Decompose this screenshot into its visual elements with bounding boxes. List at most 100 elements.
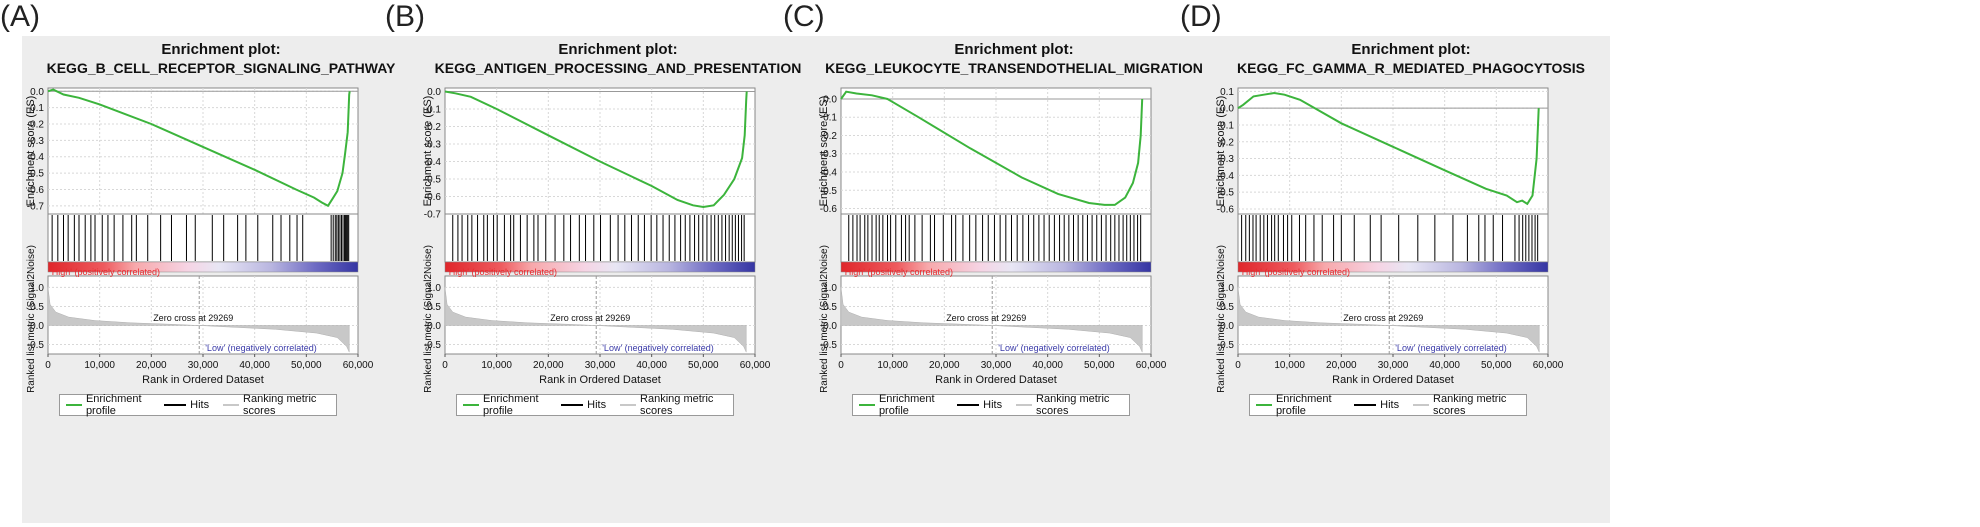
high-correlated-label: 'High' (positively correlated) <box>843 267 953 277</box>
es-tick-label: -0.6 <box>27 185 45 196</box>
gsea-plot-svg: 0.0-0.1-0.2-0.3-0.4-0.5-0.6-0.7Enrichmen… <box>422 87 771 393</box>
rank-tick-label: 0.0 <box>1220 321 1234 332</box>
ranking-metric-area <box>840 287 1143 353</box>
zero-cross-label: Zero cross at 29269 <box>1343 313 1423 323</box>
gsea-panel: Enrichment plot: KEGG_ANTIGEN_PROCESSING_… <box>419 36 817 523</box>
es-tick-label: 0.0 <box>823 94 837 105</box>
rank-tick-label: -0.5 <box>820 340 838 351</box>
chart-title-prefix: Enrichment plot: <box>1351 41 1471 58</box>
es-tick-label: 0.0 <box>427 87 441 98</box>
x-tick-label: 60,000 <box>343 360 374 371</box>
rank-tick-label: 1.0 <box>30 283 44 294</box>
legend-text: Ranking metric scores <box>243 393 317 417</box>
legend-swatch <box>66 404 82 406</box>
legend-ranking-metric: Ranking metric scores <box>223 393 322 417</box>
enrichment-profile-line <box>444 90 748 209</box>
rank-tick-label: -0.5 <box>424 340 442 351</box>
es-tick-label: -0.6 <box>424 192 442 203</box>
panel-label: (A) <box>0 0 40 33</box>
es-tick-label: -0.1 <box>1217 120 1235 131</box>
ranking-metric-area <box>47 287 350 353</box>
es-tick-label: 0.0 <box>1220 104 1234 115</box>
x-tick-label: 30,000 <box>585 360 616 371</box>
es-tick-label: -0.6 <box>820 204 838 215</box>
low-correlated-label: 'Low' (negatively correlated) <box>998 343 1110 353</box>
legend-swatch <box>1354 404 1377 406</box>
chart-title-prefix: Enrichment plot: <box>558 41 678 58</box>
es-tick-label: 0.1 <box>1220 87 1234 98</box>
legend-enrichment-profile: Enrichment profile <box>66 393 150 417</box>
es-axis-label: Enrichment score (ES) <box>1215 96 1227 207</box>
rank-tick-label: 0.0 <box>823 321 837 332</box>
es-tick-label: -0.4 <box>424 157 442 168</box>
chart-title: KEGG_B_CELL_RECEPTOR_SIGNALING_PATHWAY <box>46 60 396 76</box>
es-tick-label: -0.1 <box>820 113 838 124</box>
x-tick-label: 10,000 <box>877 360 908 371</box>
legend-swatch <box>1413 404 1430 406</box>
x-tick-label: 20,000 <box>533 360 564 371</box>
rank-axis-label: Ranked list metric (Signal2Noise) <box>1216 245 1227 393</box>
rank-tick-label: 0.5 <box>30 302 44 313</box>
high-correlated-label: 'High' (positively correlated) <box>50 267 160 277</box>
legend-swatch <box>1016 404 1033 406</box>
x-axis-label: Rank in Ordered Dataset <box>935 374 1057 386</box>
x-tick-label: 30,000 <box>1378 360 1409 371</box>
legend-swatch <box>1256 404 1272 406</box>
rank-axis-label: Ranked list metric (Signal2Noise) <box>423 245 434 393</box>
gsea-plot-svg: 0.0-0.1-0.2-0.3-0.4-0.5-0.6-0.7Enrichmen… <box>25 87 374 393</box>
x-tick-label: 20,000 <box>136 360 167 371</box>
es-tick-label: -0.3 <box>820 149 838 160</box>
high-correlated-label: 'High' (positively correlated) <box>1240 267 1350 277</box>
legend-text: Ranking metric scores <box>640 393 714 417</box>
gsea-panel: Enrichment plot: KEGG_FC_GAMMA_R_MEDIATED… <box>1212 36 1610 523</box>
es-tick-label: -0.4 <box>820 168 838 179</box>
legend-ranking-metric: Ranking metric scores <box>1413 393 1512 417</box>
rank-tick-label: 0.0 <box>427 321 441 332</box>
rank-tick-label: 0.5 <box>823 302 837 313</box>
legend-text: Hits <box>983 399 1003 411</box>
es-tick-label: -0.5 <box>27 169 45 180</box>
x-axis-label: Rank in Ordered Dataset <box>539 374 661 386</box>
es-tick-label: -0.2 <box>27 120 45 131</box>
es-tick-label: -0.2 <box>820 131 838 142</box>
legend-text: Enrichment profile <box>482 393 539 417</box>
es-tick-label: -0.7 <box>424 210 442 221</box>
x-tick-label: 50,000 <box>291 360 322 371</box>
panel-label: (D) <box>1180 0 1222 33</box>
x-tick-label: 0 <box>45 360 51 371</box>
es-tick-label: -0.5 <box>424 175 442 186</box>
rank-tick-label: -0.5 <box>1217 340 1235 351</box>
zero-cross-label: Zero cross at 29269 <box>946 313 1026 323</box>
x-tick-label: 50,000 <box>688 360 719 371</box>
es-tick-label: 0.0 <box>30 87 44 98</box>
legend-ranking-metric: Ranking metric scores <box>1016 393 1115 417</box>
low-correlated-label: 'Low' (negatively correlated) <box>602 343 714 353</box>
es-tick-label: -0.6 <box>1217 204 1235 215</box>
es-tick-label: -0.1 <box>27 103 45 114</box>
correlation-colorbar <box>47 261 359 273</box>
chart-legend: Enrichment profile Hits Ranking metric sco… <box>852 393 1130 417</box>
legend-text: Ranking metric scores <box>1036 393 1110 417</box>
legend-swatch <box>957 404 980 406</box>
es-tick-label: -0.1 <box>424 105 442 116</box>
rank-axis-label: Ranked list metric (Signal2Noise) <box>819 245 830 393</box>
legend-text: Hits <box>190 399 210 411</box>
hits-area <box>1237 213 1549 263</box>
legend-swatch <box>620 404 637 406</box>
ranking-metric-area <box>444 287 747 353</box>
legend-text: Enrichment profile <box>1275 393 1332 417</box>
legend-hits: Hits <box>957 399 1002 411</box>
es-tick-label: -0.3 <box>1217 154 1235 165</box>
legend-swatch <box>859 404 875 406</box>
panel-label: (C) <box>783 0 825 33</box>
legend-text: Hits <box>1380 399 1400 411</box>
rank-tick-label: 1.0 <box>1220 283 1234 294</box>
low-correlated-label: 'Low' (negatively correlated) <box>205 343 316 353</box>
hits-area <box>47 213 359 263</box>
chart-title: KEGG_ANTIGEN_PROCESSING_AND_PRESENTATION <box>434 60 802 76</box>
gsea-panel: Enrichment plot: KEGG_B_CELL_RECEPTOR_SIG… <box>22 36 420 523</box>
x-tick-label: 40,000 <box>1429 360 1460 371</box>
es-tick-label: -0.2 <box>1217 137 1235 148</box>
es-tick-label: -0.4 <box>1217 171 1235 182</box>
legend-text: Ranking metric scores <box>1433 393 1507 417</box>
